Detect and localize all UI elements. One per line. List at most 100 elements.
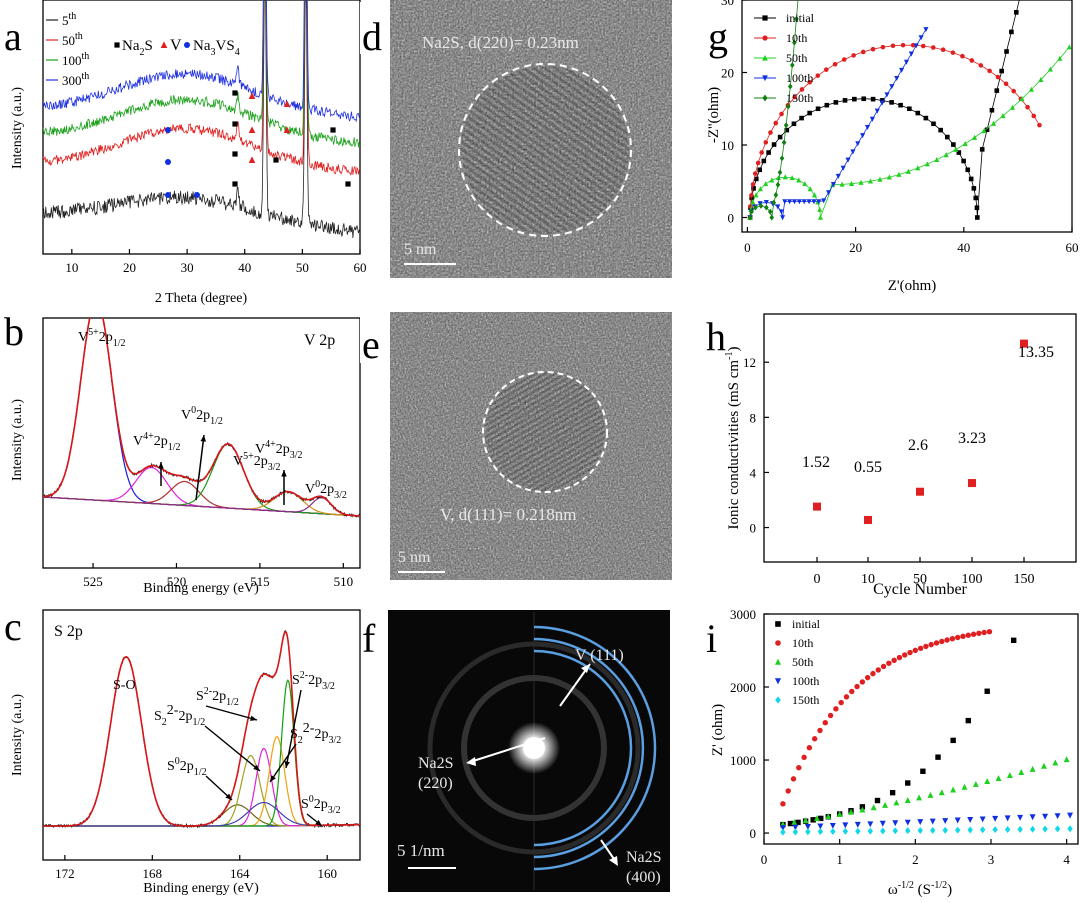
- panel-i-point-150th: [817, 828, 824, 836]
- panel-i-legend-symbol: [775, 696, 781, 704]
- panel-g-legend-symbol: [762, 35, 768, 41]
- panel-g-point-100th: [874, 108, 880, 114]
- panel-a-ticks: 10 20 30 40 50 60: [65, 249, 367, 275]
- panel-g-point-10th: [995, 74, 1001, 80]
- panel-g-point-50th: [867, 178, 874, 184]
- panel-g-legend-symbol: [762, 75, 768, 82]
- panel-i-point-100th: [1017, 814, 1024, 821]
- panel-i-point-10th: [880, 663, 887, 670]
- panel-b-annotations: V5+2p1/2V4+2p1/2V02p1/2V5+2p3/2V4+2p3/2V…: [78, 327, 347, 505]
- panel-i-point-50th: [859, 806, 866, 813]
- panel-b-component-5: [43, 496, 360, 517]
- panel-i-legend-symbol: [774, 658, 782, 665]
- panel-f-label-na2s220-hkl: (220): [418, 775, 453, 792]
- panel-g-point-initial: [951, 142, 956, 147]
- panel-b-arrow-head: [200, 435, 206, 442]
- panel-g-point-150th: [747, 214, 753, 221]
- panel-g-point-10th: [763, 140, 769, 145]
- panel-a-xtick-label: 60: [354, 260, 367, 275]
- panel-a-marker-na2s: [345, 181, 351, 187]
- panel-i-point-initial: [787, 820, 794, 827]
- panel-i-point-150th: [954, 826, 961, 834]
- panel-c-frame: [42, 609, 361, 861]
- panel-h-xtick-label: 0: [814, 572, 821, 587]
- panel-i-point-10th: [907, 649, 913, 656]
- panel-g-point-initial: [1013, 10, 1019, 15]
- panel-g-point-150th: [785, 103, 791, 110]
- panel-a-frame: [42, 0, 361, 255]
- panel-g-point-initial: [889, 100, 894, 105]
- panel-i-point-10th: [864, 674, 871, 681]
- panel-i-point-150th: [830, 828, 836, 836]
- panel-g-point-10th: [987, 68, 992, 74]
- panel-c-arrow-head: [250, 715, 257, 721]
- panel-i-point-initial: [889, 789, 896, 796]
- panel-g-point-initial: [989, 107, 995, 113]
- panel-g-point-initial: [1004, 49, 1009, 54]
- panel-i-point-100th: [942, 818, 949, 825]
- panel-g-point-100th: [775, 204, 781, 210]
- panel-g-point-initial: [852, 96, 857, 102]
- panel-i-point-50th: [791, 819, 798, 826]
- panel-g-point-10th: [1025, 104, 1030, 110]
- panel-i-point-10th: [923, 643, 929, 650]
- panel-e-lattice-fringes: [485, 372, 605, 492]
- panel-g-ytick-label: 10: [721, 138, 734, 153]
- panel-i-point-10th: [902, 652, 908, 658]
- panel-g-point-10th: [880, 44, 886, 50]
- panel-i-point-50th: [938, 789, 945, 796]
- panel-g-point-150th: [753, 204, 758, 211]
- panel-g-ticks: 0 20 40 60 0 10 20 30: [721, 0, 1079, 255]
- panel-i-point-150th: [979, 826, 986, 834]
- panel-i-point-150th: [992, 826, 998, 834]
- panel-g-point-100th: [763, 199, 769, 206]
- panel-h-point: [864, 515, 872, 524]
- panel-g-point-initial: [761, 158, 767, 164]
- panel-g-point-50th: [775, 175, 781, 181]
- panel-i-point-100th: [904, 819, 911, 826]
- panel-g-point-10th: [779, 111, 784, 117]
- panel-g-point-150th: [783, 122, 789, 129]
- panel-g-point-10th: [799, 87, 805, 92]
- panel-a-letter: a: [4, 14, 22, 59]
- panel-b-frame: [42, 317, 361, 569]
- panel-g-point-initial: [815, 106, 821, 112]
- panel-g-point-50th: [1009, 104, 1016, 110]
- panel-i-point-100th: [892, 820, 899, 827]
- panel-h-xlabel: Cycle Number: [873, 581, 967, 598]
- panel-d-scale-label: 5 nm: [404, 241, 437, 258]
- panel-i-legend-label: 150th: [792, 693, 819, 707]
- panel-g-point-50th: [796, 177, 802, 183]
- panel-i-point-100th: [1067, 812, 1074, 819]
- panel-i-point-10th: [912, 647, 919, 654]
- panel-g-point-100th: [869, 116, 875, 122]
- panel-g-point-50th: [934, 156, 940, 163]
- panel-g-point-10th: [823, 67, 829, 72]
- panel-g-point-50th: [807, 186, 813, 192]
- panel-i-point-150th: [917, 826, 923, 835]
- panel-c-title: S 2p: [54, 623, 83, 640]
- panel-i-frame: [763, 613, 1079, 845]
- panel-g-point-initial: [880, 98, 885, 103]
- panel-g-point-initial: [766, 150, 771, 155]
- panel-g-point-100th: [782, 199, 788, 205]
- panel-i-ticks: 0 1 2 3 4 0 1000 2000 3000: [730, 607, 1070, 867]
- panel-f-letter: f: [362, 616, 376, 661]
- panel-i-legend: initial 10th 50th 100th 150th: [774, 617, 821, 707]
- panel-c-arrow-head: [270, 775, 276, 782]
- panel-i-point-150th: [1017, 825, 1023, 833]
- panel-g-point-50th: [817, 206, 823, 212]
- panel-i-point-10th: [976, 630, 982, 637]
- panel-i-point-150th: [855, 827, 861, 835]
- panel-g-point-150th: [792, 39, 797, 46]
- panel-i-point-10th: [928, 641, 934, 648]
- panel-f-arrow-na2s220: [469, 737, 546, 763]
- panel-g-point-50th: [1019, 96, 1025, 102]
- panel-g-point-10th: [841, 57, 847, 62]
- panel-g-point-100th: [864, 124, 871, 130]
- panel-i-point-10th: [896, 654, 903, 661]
- panel-b-xlabel: Binding energy (eV): [143, 581, 259, 596]
- panel-a-marker-v: [283, 126, 291, 133]
- panel-g-point-100th: [860, 133, 866, 139]
- panel-g-point-100th: [757, 201, 763, 207]
